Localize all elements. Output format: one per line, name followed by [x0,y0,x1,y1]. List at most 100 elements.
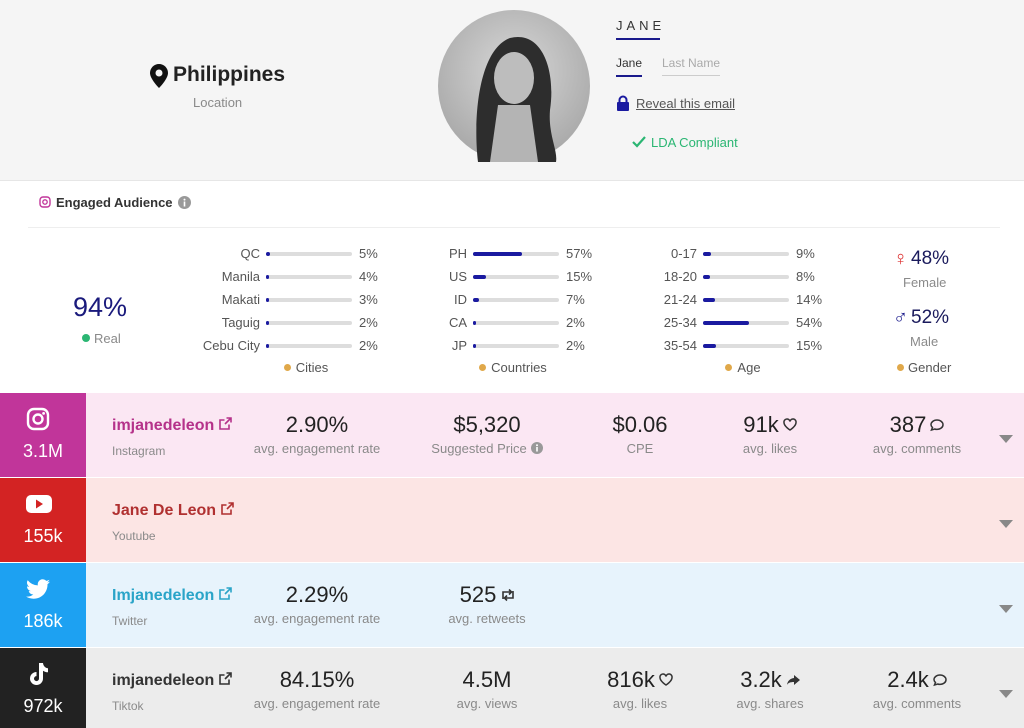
stat-label: avg. engagement rate [227,611,407,626]
expand-chevron-svg [999,435,1013,443]
stat-value: $0.06 [550,412,730,438]
bar [266,252,271,256]
external-link-icon[interactable] [214,587,233,604]
bar-track [473,298,559,302]
stat-label-text: avg. engagement rate [253,696,381,711]
handle[interactable]: imjanedeleon [112,672,233,690]
stat-label: CPE [550,441,730,456]
item-value: 57% [566,246,593,261]
stat-value-text: 387 [889,412,927,437]
item-name: 0-17 [670,246,697,261]
expand-chevron[interactable] [999,516,1013,534]
external-link-svg [219,587,233,600]
lock-icon [617,95,629,111]
stat-value: 3.2k [680,667,860,693]
stat-value: 2.90% [227,412,407,438]
item-name: 18-20 [663,269,697,284]
handle[interactable]: Jane De Leon [112,502,234,520]
platform-badge: 3.1M [0,393,86,477]
column-title-wrap: Age [683,360,803,375]
handle[interactable]: Imjanedeleon [112,587,233,605]
stat-icon-svg [782,418,797,431]
expand-chevron[interactable] [999,686,1013,704]
stat-value: 816k [550,667,730,693]
external-link-icon[interactable] [214,417,233,434]
bar [473,344,476,348]
platform-icon [26,492,52,521]
bar-track [473,275,559,279]
bar [266,321,269,325]
female-symbol: ♀ [893,248,908,270]
stat-label: Suggested Price [397,441,577,456]
handle[interactable]: imjanedeleon [112,417,233,435]
stat-value-text: 2.29% [285,582,349,607]
stat-label-text: avg. views [456,696,518,711]
bar [473,298,480,302]
stat-value: 84.15% [227,667,407,693]
platform-name: Youtube [112,529,156,543]
stat-value-text: 816k [607,667,655,692]
profile-name: JANE [616,18,666,33]
reveal-email[interactable]: Reveal this email [636,96,735,111]
platform-badge: 972k [0,648,86,728]
external-link-icon[interactable] [214,672,233,689]
expand-chevron-svg [999,520,1013,528]
platform-name: Instagram [112,444,166,458]
external-link-svg [221,502,234,515]
stat-value-text: 4.5M [462,667,512,692]
external-link-svg [219,672,233,685]
bar-track [473,344,559,348]
stat-label: avg. views [397,696,577,711]
expand-chevron[interactable] [999,431,1013,449]
item-value: 9% [796,246,815,261]
platform-icon-svg [30,663,48,685]
country: Philippines [173,63,286,86]
column-dot [283,364,291,371]
expand-chevron[interactable] [999,601,1013,619]
bar-track [703,252,789,256]
bar-track [266,344,352,348]
external-link-icon[interactable] [216,502,234,519]
stat-value: 4.5M [397,667,577,693]
bar-track [703,275,789,279]
bar [703,344,716,348]
column-title-wrap: Countries [453,360,573,375]
bar-track [703,298,789,302]
item-value: 3% [359,292,378,307]
item-name: Makati [221,292,260,307]
expand-chevron-svg [999,605,1013,613]
item-name: JP [451,338,467,353]
stat-value-text: $0.06 [612,412,668,437]
platform-icon-svg [26,495,52,513]
stat-label: avg. engagement rate [227,696,407,711]
bar [473,321,476,325]
stat-icon-svg [786,675,800,685]
check-icon [632,136,646,148]
stat-icon-svg [502,588,515,602]
item-name: Taguig [221,315,260,330]
audience-title: Engaged Audience [56,195,173,210]
stat-label-text: CPE [626,441,654,456]
first-name-tab[interactable]: Jane [616,56,643,77]
item-name: 21-24 [663,292,697,307]
item-name: 35-54 [663,338,697,353]
last-name-tab[interactable]: Last Name [662,56,721,76]
female-value: 48% [911,248,950,269]
stat-label-text: avg. likes [612,696,668,711]
bar-track [266,252,352,256]
bar [266,344,269,348]
stat-icon-svg [659,673,673,686]
real-label: Real [94,331,121,346]
bar [473,252,523,256]
stat-value-text: 2.90% [285,412,349,437]
stat-label: avg. retweets [397,611,577,626]
stat-icon [926,412,945,437]
column-title: Countries [491,360,547,375]
stat-label-text: avg. comments [872,696,962,711]
platform-row [0,563,1024,647]
platform-badge: 186k [0,563,86,647]
stat-icon [779,412,797,437]
platform-name: Twitter [112,614,148,628]
stat-label: avg. engagement rate [227,441,407,456]
stat-value-text: $5,320 [453,412,521,437]
